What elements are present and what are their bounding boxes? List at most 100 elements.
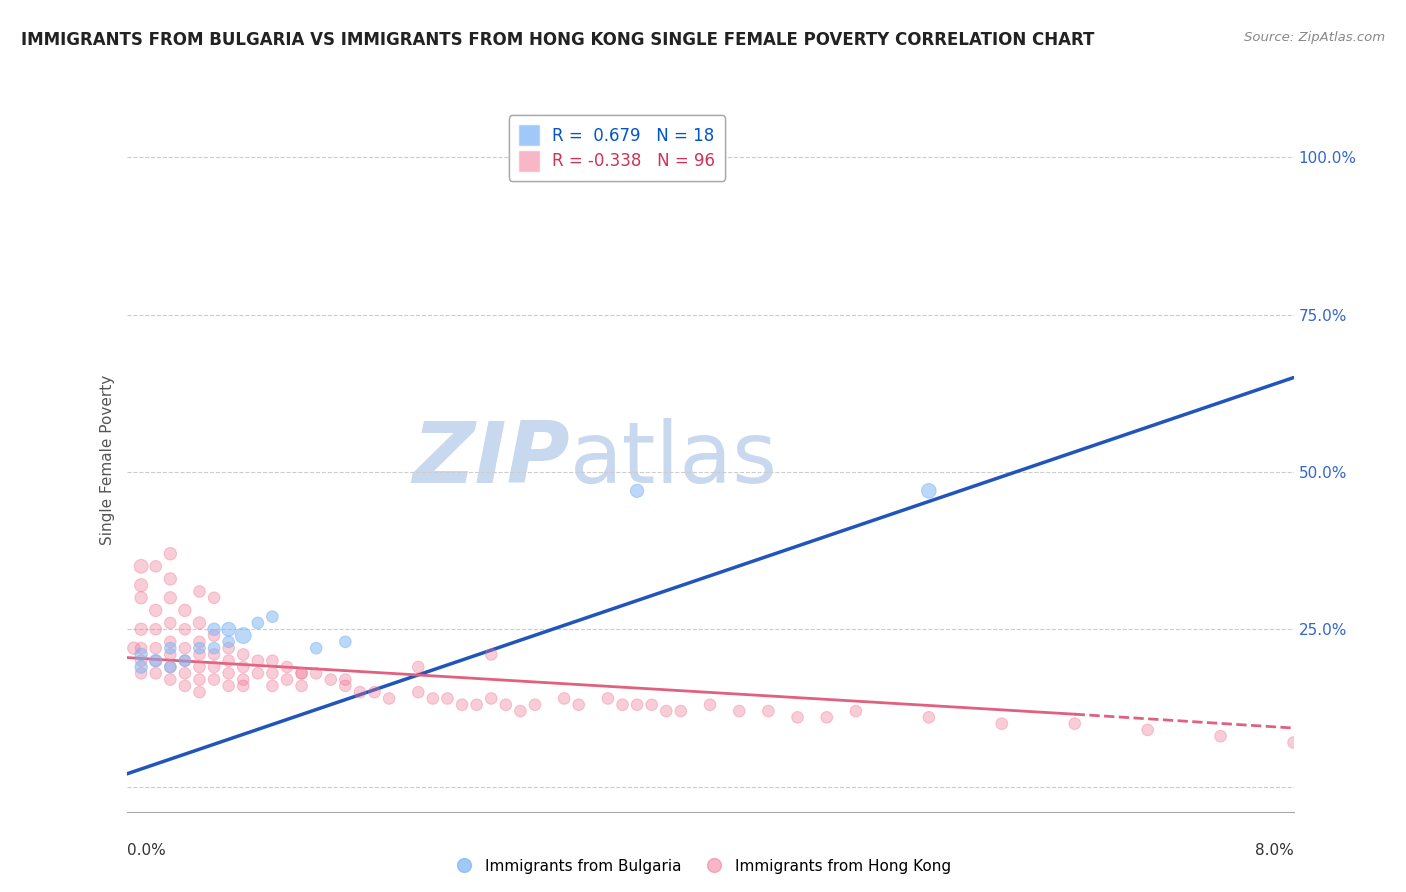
Point xyxy=(202,591,225,605)
Point xyxy=(159,572,181,586)
Point xyxy=(335,635,357,649)
Point xyxy=(188,615,211,630)
Point xyxy=(129,666,152,681)
Point xyxy=(202,660,225,674)
Point xyxy=(202,648,225,662)
Point xyxy=(129,591,152,605)
Text: ZIP: ZIP xyxy=(412,417,569,501)
Point xyxy=(495,698,517,712)
Point xyxy=(122,641,145,656)
Point xyxy=(218,635,240,649)
Point xyxy=(159,648,181,662)
Point xyxy=(174,654,197,668)
Point xyxy=(990,716,1012,731)
Point xyxy=(145,654,167,668)
Point xyxy=(174,603,197,617)
Point xyxy=(188,641,211,656)
Point xyxy=(728,704,751,718)
Point xyxy=(129,648,152,662)
Point xyxy=(596,691,619,706)
Point xyxy=(262,609,284,624)
Point xyxy=(129,641,152,656)
Point xyxy=(174,666,197,681)
Point xyxy=(1063,716,1085,731)
Point xyxy=(626,483,648,498)
Point xyxy=(218,641,240,656)
Point xyxy=(232,660,254,674)
Point xyxy=(553,691,575,706)
Point xyxy=(1282,735,1305,749)
Point xyxy=(568,698,591,712)
Point xyxy=(305,666,328,681)
Point xyxy=(509,704,531,718)
Point xyxy=(232,628,254,642)
Point xyxy=(188,673,211,687)
Point xyxy=(436,691,458,706)
Point xyxy=(218,654,240,668)
Point xyxy=(319,673,342,687)
Point xyxy=(129,578,152,592)
Legend: R =  0.679   N = 18, R = -0.338   N = 96: R = 0.679 N = 18, R = -0.338 N = 96 xyxy=(509,115,725,180)
Point xyxy=(232,673,254,687)
Point xyxy=(218,666,240,681)
Point xyxy=(378,691,401,706)
Point xyxy=(202,673,225,687)
Point xyxy=(202,628,225,642)
Point xyxy=(1136,723,1159,737)
Point xyxy=(1209,729,1232,743)
Point xyxy=(188,648,211,662)
Point xyxy=(159,615,181,630)
Point xyxy=(335,679,357,693)
Point xyxy=(159,635,181,649)
Point xyxy=(159,547,181,561)
Point xyxy=(290,666,312,681)
Point xyxy=(145,603,167,617)
Point xyxy=(305,641,328,656)
Point xyxy=(626,698,648,712)
Point xyxy=(262,666,284,681)
Point xyxy=(145,654,167,668)
Point xyxy=(363,685,385,699)
Point xyxy=(145,666,167,681)
Point xyxy=(145,641,167,656)
Point xyxy=(188,660,211,674)
Point xyxy=(276,673,298,687)
Point xyxy=(218,679,240,693)
Point xyxy=(349,685,371,699)
Point xyxy=(815,710,838,724)
Point xyxy=(202,641,225,656)
Text: 0.0%: 0.0% xyxy=(127,843,166,858)
Point xyxy=(174,641,197,656)
Point xyxy=(188,635,211,649)
Point xyxy=(218,622,240,636)
Point xyxy=(174,654,197,668)
Point xyxy=(422,691,444,706)
Point xyxy=(188,584,211,599)
Point xyxy=(129,660,152,674)
Point xyxy=(655,704,678,718)
Point xyxy=(479,691,502,706)
Point xyxy=(669,704,692,718)
Point xyxy=(202,622,225,636)
Point xyxy=(159,660,181,674)
Point xyxy=(129,654,152,668)
Point xyxy=(290,666,312,681)
Point xyxy=(845,704,868,718)
Text: IMMIGRANTS FROM BULGARIA VS IMMIGRANTS FROM HONG KONG SINGLE FEMALE POVERTY CORR: IMMIGRANTS FROM BULGARIA VS IMMIGRANTS F… xyxy=(21,31,1094,49)
Point xyxy=(129,559,152,574)
Point xyxy=(159,641,181,656)
Point xyxy=(145,559,167,574)
Point xyxy=(145,622,167,636)
Text: 8.0%: 8.0% xyxy=(1254,843,1294,858)
Point xyxy=(159,591,181,605)
Point xyxy=(246,666,269,681)
Point xyxy=(159,673,181,687)
Point xyxy=(246,654,269,668)
Text: atlas: atlas xyxy=(569,417,778,501)
Point xyxy=(246,615,269,630)
Point xyxy=(640,698,664,712)
Point xyxy=(232,679,254,693)
Point xyxy=(262,679,284,693)
Point xyxy=(262,654,284,668)
Point xyxy=(612,698,634,712)
